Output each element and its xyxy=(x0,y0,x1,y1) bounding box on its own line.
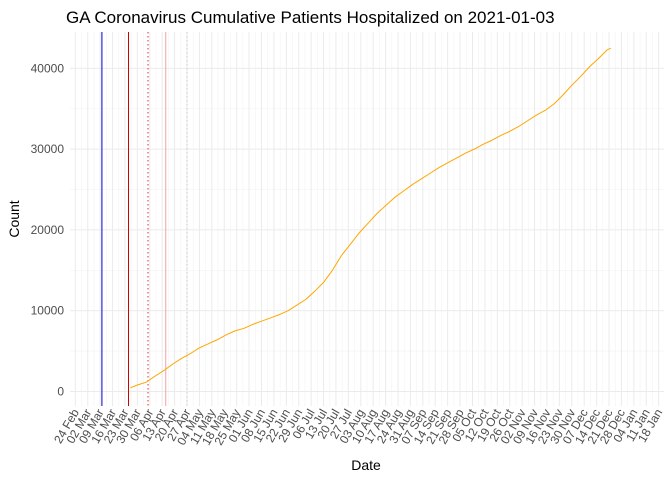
series-line xyxy=(130,47,612,389)
vlines xyxy=(101,32,188,406)
chart-title: GA Coronavirus Cumulative Patients Hospi… xyxy=(66,8,555,27)
major-grid xyxy=(70,32,664,406)
series-lines xyxy=(130,47,612,389)
y-tick-label: 10000 xyxy=(31,304,65,318)
y-tick-label: 30000 xyxy=(31,142,65,156)
y-axis-title: Count xyxy=(6,200,22,237)
x-axis-title: Date xyxy=(351,457,381,473)
y-tick-label: 20000 xyxy=(31,223,65,237)
minor-grid xyxy=(70,32,664,406)
y-tick-labels: 0 10000 20000 30000 40000 xyxy=(31,61,65,398)
y-tick-label: 40000 xyxy=(31,61,65,75)
y-tick-label: 0 xyxy=(57,384,64,398)
